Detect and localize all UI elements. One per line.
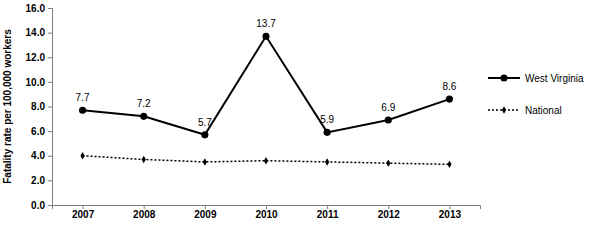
y-tick-mark [48,156,52,157]
y-tick-label: 16.0 [26,3,46,14]
y-tick-mark [48,180,52,181]
data-label: 13.7 [256,18,276,29]
x-tick-label: 2012 [378,209,401,220]
y-tick-mark [48,131,52,132]
x-tick-label: 2011 [317,209,339,220]
point [203,158,207,165]
y-tick-label: 8.0 [31,101,45,112]
y-tick: 10.0 [26,77,52,88]
point [385,116,392,123]
y-tick: 14.0 [26,27,52,38]
legend: West Virginia National [488,73,584,116]
x-tick: 2010 [255,205,278,220]
x-tick: 2007 [72,205,95,220]
x-tick: 2011 [317,205,339,220]
chart: 0.02.04.06.08.010.012.014.016.0200720082… [0,0,600,228]
y-tick: 12.0 [26,52,52,63]
y-tick-mark [48,8,52,9]
data-label: 7.2 [137,98,151,109]
y-tick-label: 4.0 [31,150,45,161]
point [140,113,147,120]
data-label: 5.9 [320,114,334,125]
y-tick-label: 10.0 [26,77,46,88]
legend-label: West Virginia [525,73,584,84]
data-label: 7.7 [76,92,90,103]
y-tick: 16.0 [26,3,52,14]
plot-area [79,33,453,168]
y-tick-label: 0.0 [31,200,45,211]
point [80,152,84,159]
legend-item: West Virginia [488,73,584,84]
y-tick-mark [48,205,52,206]
legend-item: National [488,105,562,116]
data-label: 8.6 [442,81,456,92]
x-tick: 2012 [378,205,401,220]
y-tick-mark [48,82,52,83]
point [262,33,269,40]
point [446,96,453,103]
x-tick: 2009 [194,205,217,220]
y-tick: 6.0 [31,126,52,137]
x-tick-label: 2010 [255,209,278,220]
point [386,159,390,166]
x-tick-label: 2008 [133,209,156,220]
point [142,156,146,163]
y-tick: 0.0 [31,200,52,211]
y-axis: 0.0 2.0 4.0 6.0 8.0 10.0 12.0 14.0 16.0 [26,3,53,211]
y-tick: 8.0 [31,101,52,112]
y-tick-label: 14.0 [26,27,46,38]
point [201,131,208,138]
legend-label: National [525,105,562,116]
y-tick: 4.0 [31,150,52,161]
y-axis-title: Fatality rate per 100,000 workers [2,29,13,184]
y-tick-mark [48,107,52,108]
x-tick-label: 2009 [194,209,217,220]
x-tick: 2013 [439,205,462,220]
point [324,129,331,136]
series-line [83,36,450,135]
y-axis-line [48,9,53,206]
legend-marker [500,74,507,81]
y-tick-label: 12.0 [26,52,46,63]
point [447,161,451,168]
data-labels: 7.7 7.2 5.7 13.7 5.9 6.9 8.6 [76,18,457,128]
y-tick: 2.0 [31,175,52,186]
point [264,157,268,164]
data-label: 6.9 [381,102,395,113]
x-tick-label: 2007 [72,209,95,220]
y-tick-label: 6.0 [31,126,45,137]
x-axis: 2007 2008 2009 2010 2011 2012 2013 [53,205,481,220]
y-tick-label: 2.0 [31,175,45,186]
series-line [83,156,450,165]
y-tick-mark [48,33,52,34]
x-tick-label: 2013 [439,209,462,220]
data-label: 5.7 [198,117,212,128]
y-tick-mark [48,57,52,58]
legend-marker [502,106,506,113]
x-tick: 2008 [133,205,156,220]
point [325,158,329,165]
point [79,107,86,114]
